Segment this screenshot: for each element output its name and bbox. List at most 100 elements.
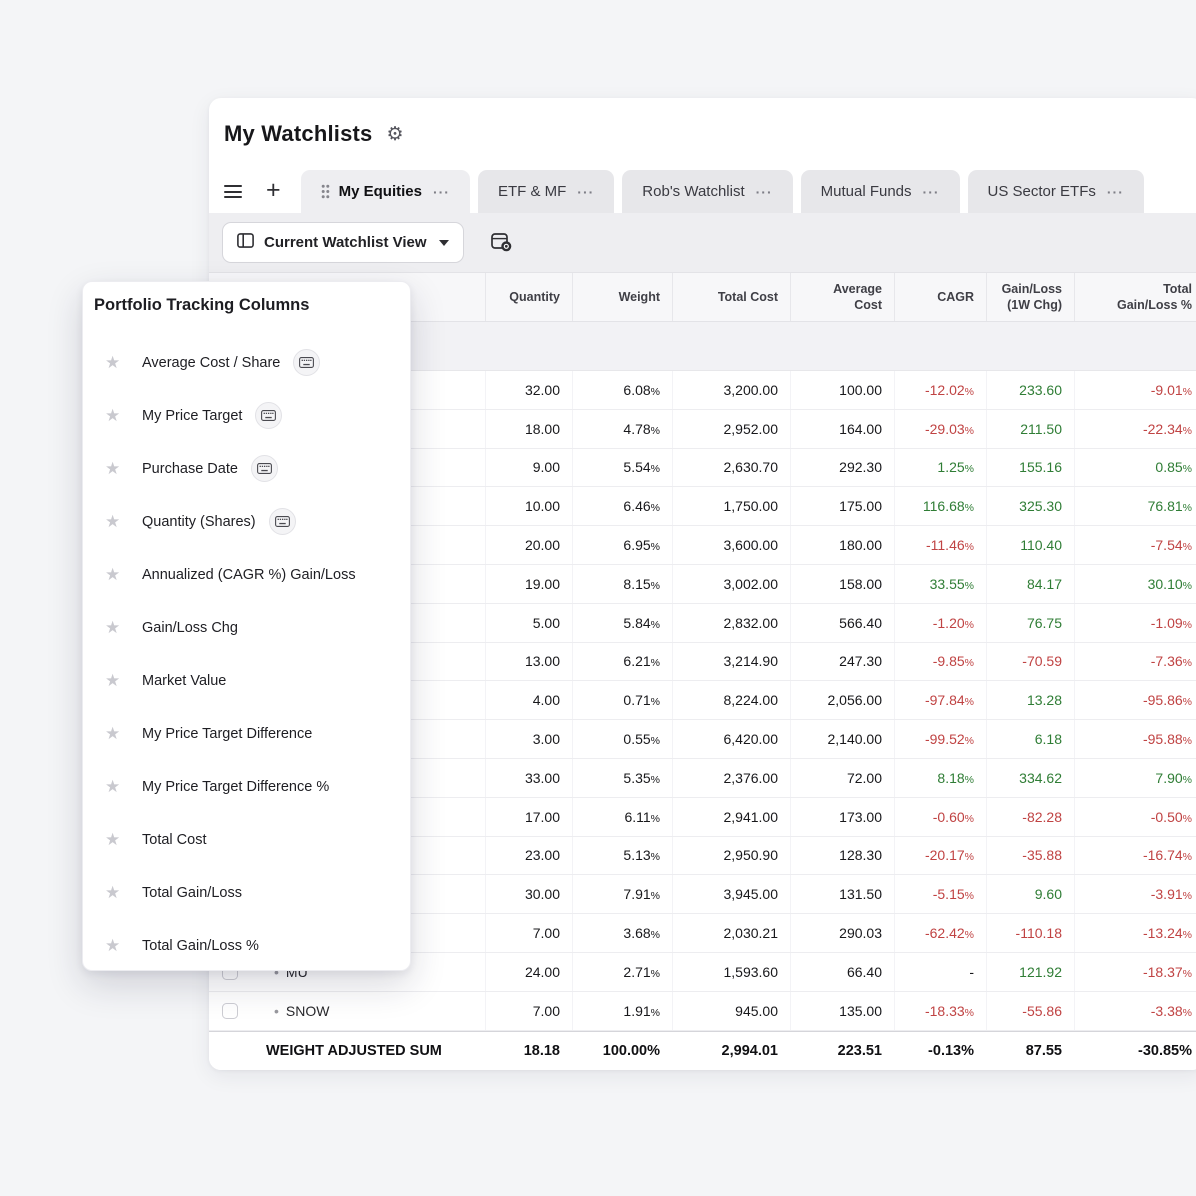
star-icon[interactable]: ★ [105, 512, 121, 531]
toolbar: Current Watchlist View [209, 213, 1196, 272]
cell-total-cost: 2,376.00 [672, 758, 790, 797]
cell-total-gain-loss-pct: -95.88% [1074, 720, 1196, 758]
popup-title: Portfolio Tracking Columns [94, 296, 310, 314]
column-option-average-cost-share[interactable]: ★ Average Cost / Share [83, 336, 410, 389]
tab-label: ETF & MF [497, 183, 567, 200]
star-icon[interactable]: ★ [105, 830, 121, 849]
column-option-gain-loss-chg[interactable]: ★ Gain/Loss Chg [83, 601, 410, 654]
current-view-button[interactable]: Current Watchlist View [222, 222, 464, 263]
column-option-total-gain-loss[interactable]: ★ Total Gain/Loss [83, 866, 410, 919]
cell-total-gain-loss-pct: -22.34% [1074, 409, 1196, 448]
cell-gain-loss-1w-chg: 155.16 [986, 448, 1074, 487]
cell-weight: 6.21% [572, 642, 672, 681]
header-cell-quantity[interactable]: Quantity [485, 273, 572, 321]
tab-my-equities[interactable]: My Equities ··· [300, 170, 470, 213]
footer-spacer [209, 1032, 257, 1070]
cell-total-cost: 3,200.00 [672, 371, 790, 409]
tab-rob-s-watchlist[interactable]: Rob's Watchlist ··· [622, 170, 793, 213]
keyboard-icon[interactable] [255, 402, 283, 429]
star-icon[interactable]: ★ [105, 724, 121, 743]
popup-list: ★ Average Cost / Share ★ My Price Target ★ Pu… [83, 336, 410, 972]
header-cell-total-gain-loss-pct[interactable]: Total Gain/Loss % [1074, 273, 1196, 321]
cell-gain-loss-1w-chg: 9.60 [986, 875, 1074, 914]
star-icon[interactable]: ★ [105, 406, 121, 425]
cell-total-cost: 1,750.00 [672, 487, 790, 526]
column-option-label: My Price Target [142, 407, 243, 424]
symbol-label: SNOW [285, 1002, 330, 1019]
keyboard-icon[interactable] [293, 349, 321, 376]
cell-cagr: -97.84% [894, 681, 986, 720]
cell-total-gain-loss-pct: -0.50% [1074, 797, 1196, 836]
star-icon[interactable]: ★ [105, 883, 121, 902]
keyboard-icon[interactable] [268, 508, 296, 535]
cell-average-cost: 100.00 [790, 371, 894, 409]
cell-total-cost: 3,214.90 [672, 642, 790, 681]
settings-gear-icon[interactable]: ⚙ [386, 123, 404, 145]
column-option-my-price-target-difference[interactable]: ★ My Price Target Difference % [83, 760, 410, 813]
header-cell-gain-loss-1w-chg[interactable]: Gain/Loss (1W Chg) [986, 273, 1074, 321]
cell-quantity: 17.00 [485, 797, 572, 836]
cell-average-cost: 72.00 [790, 758, 894, 797]
add-watchlist-button[interactable]: + [266, 175, 281, 204]
cell-quantity: 24.00 [485, 952, 572, 991]
header-cell-weight[interactable]: Weight [572, 273, 672, 321]
cell-quantity: 5.00 [485, 603, 572, 642]
cell-weight: 4.78% [572, 409, 672, 448]
column-option-market-value[interactable]: ★ Market Value [83, 654, 410, 707]
cell-quantity: 23.00 [485, 836, 572, 875]
star-icon[interactable]: ★ [105, 459, 121, 478]
star-icon[interactable]: ★ [105, 618, 121, 637]
column-option-label: Quantity (Shares) [142, 513, 256, 530]
star-icon[interactable]: ★ [105, 936, 121, 955]
tab-strip-icons: + [224, 170, 281, 213]
column-option-label: My Price Target Difference [142, 725, 313, 742]
tab-list: My Equities ··· ETF & MF ··· Rob's Watchlist… [300, 170, 1144, 213]
save-view-icon[interactable] [490, 233, 512, 252]
header-cell-total-cost[interactable]: Total Cost [672, 273, 790, 321]
tab-label: US Sector ETFs [987, 183, 1096, 200]
star-icon[interactable]: ★ [105, 671, 121, 690]
keyboard-icon[interactable] [250, 455, 278, 482]
table-row: • SNOW 7.00 1.91% 945.00 135.00 -18.33% -55.86-… [209, 991, 1196, 1031]
tab-mutual-funds[interactable]: Mutual Funds ··· [800, 170, 960, 213]
column-option-my-price-target-difference[interactable]: ★ My Price Target Difference [83, 707, 410, 760]
tab-menu-icon[interactable]: ··· [755, 183, 773, 200]
cell-total-cost: 2,952.00 [672, 409, 790, 448]
star-icon[interactable]: ★ [105, 353, 121, 372]
tab-menu-icon[interactable]: ··· [432, 183, 450, 200]
column-option-total-cost[interactable]: ★ Total Cost [83, 813, 410, 866]
column-option-my-price-target[interactable]: ★ My Price Target [83, 389, 410, 442]
cell-weight: 5.84% [572, 603, 672, 642]
table-footer-row: WEIGHT ADJUSTED SUM 18.18 100.00% 2,994.01 2… [209, 1030, 1196, 1070]
table-row: • MU 24.00 2.71% 1,593.60 66.40-121.92 -18.37% [209, 952, 1196, 992]
cell-total-gain-loss-pct: -3.91% [1074, 875, 1196, 914]
column-option-annualized-cagr-gain-loss[interactable]: ★ Annualized (CAGR %) Gain/Loss [83, 548, 410, 601]
star-icon[interactable]: ★ [105, 777, 121, 796]
column-option-label: Annualized (CAGR %) Gain/Loss [142, 566, 356, 583]
cell-total-cost: 3,002.00 [672, 564, 790, 603]
cell-total-cost: 945.00 [672, 991, 790, 1030]
header-cell-average-cost[interactable]: Average Cost [790, 273, 894, 321]
cell-total-gain-loss-pct: -16.74% [1074, 836, 1196, 875]
tab-menu-icon[interactable]: ··· [1106, 183, 1124, 200]
cell-gain-loss-1w-chg: 325.30 [986, 487, 1074, 526]
panel-header: My Watchlists ⚙ [209, 98, 1196, 170]
tab-menu-icon[interactable]: ··· [577, 183, 595, 200]
tab-us-sector-etfs[interactable]: US Sector ETFs ··· [967, 170, 1144, 213]
cell-cagr: 33.55% [894, 564, 986, 603]
star-icon[interactable]: ★ [105, 565, 121, 584]
tab-menu-icon[interactable]: ··· [922, 183, 940, 200]
header-cell-cagr[interactable]: CAGR [894, 273, 986, 321]
cell-cagr: -0.60% [894, 797, 986, 836]
row-checkbox[interactable] [222, 1002, 238, 1019]
column-option-purchase-date[interactable]: ★ Purchase Date [83, 442, 410, 495]
cell-average-cost: 128.30 [790, 836, 894, 875]
column-option-label: Total Gain/Loss [142, 884, 242, 901]
column-option-total-gain-loss[interactable]: ★ Total Gain/Loss % [83, 919, 410, 972]
column-option-quantity-shares[interactable]: ★ Quantity (Shares) [83, 495, 410, 548]
cell-quantity: 10.00 [485, 487, 572, 526]
cell-total-gain-loss-pct: -7.54% [1074, 526, 1196, 564]
menu-icon[interactable] [224, 182, 242, 202]
tab-etf-mf[interactable]: ETF & MF ··· [477, 170, 615, 213]
portfolio-columns-popup: Portfolio Tracking Columns ★ Average Cost… [82, 281, 411, 971]
